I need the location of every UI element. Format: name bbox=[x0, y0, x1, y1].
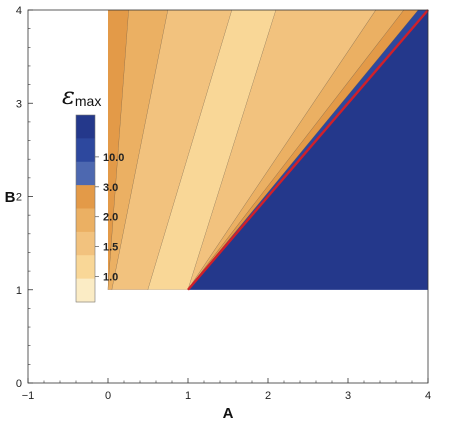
legend-title-symbol: ε bbox=[62, 82, 75, 110]
y-tick-label: 3 bbox=[16, 98, 22, 110]
legend-level-label: 1.5 bbox=[103, 242, 118, 254]
legend-swatch-7 bbox=[76, 278, 95, 303]
contour-band-3 bbox=[148, 10, 276, 290]
legend-bar-frame bbox=[75, 114, 96, 303]
legend-level-label: 3.0 bbox=[103, 182, 118, 194]
x-tick-label: 0 bbox=[105, 390, 111, 402]
legend-level-label: 1.0 bbox=[103, 272, 118, 284]
legend-swatch-5 bbox=[76, 231, 95, 256]
x-axis-label: A bbox=[223, 405, 234, 422]
legend-level-label: 10.0 bbox=[103, 152, 124, 164]
legend-swatch-3 bbox=[76, 185, 95, 209]
x-tick-label: 4 bbox=[425, 390, 431, 402]
legend-swatch-0 bbox=[76, 115, 95, 139]
legend-swatch-4 bbox=[76, 208, 95, 233]
y-tick-label: 4 bbox=[16, 5, 22, 17]
legend: εmax 10.0 3.0 2.0 1.5 1.0 bbox=[62, 82, 124, 303]
y-axis-label: B bbox=[5, 189, 16, 206]
x-tick-label: 3 bbox=[345, 390, 351, 402]
y-tick-label: 2 bbox=[16, 192, 22, 204]
x-tick-label: 2 bbox=[265, 390, 271, 402]
contour-band-2 bbox=[112, 10, 232, 290]
y-tick-label: 1 bbox=[16, 285, 22, 297]
x-tick-label: −1 bbox=[22, 390, 35, 402]
legend-swatch-6 bbox=[76, 255, 95, 280]
plot-area bbox=[107, 9, 429, 291]
boundary-line bbox=[187, 9, 429, 291]
legend-swatch-1 bbox=[76, 138, 95, 163]
legend-level-label: 2.0 bbox=[103, 212, 118, 224]
legend-title: εmax bbox=[62, 82, 101, 110]
x-tick-label: 1 bbox=[185, 390, 191, 402]
contour-band-1 bbox=[108, 10, 168, 290]
legend-swatch-2 bbox=[76, 161, 95, 186]
y-tick-label: 0 bbox=[16, 378, 22, 390]
legend-title-subscript: max bbox=[75, 93, 101, 109]
